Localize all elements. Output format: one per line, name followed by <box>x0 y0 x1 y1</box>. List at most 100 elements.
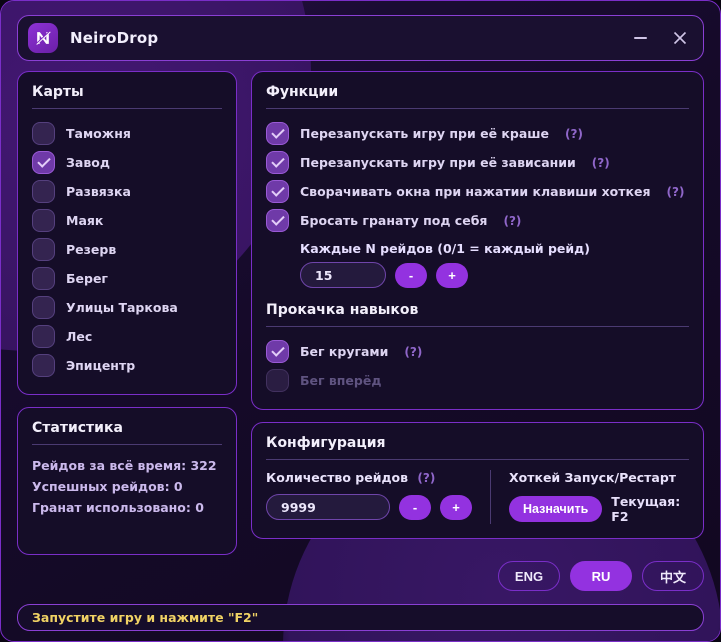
config-panel-title: Конфигурация <box>266 435 689 460</box>
status-bar: Запустите игру и нажмите "F2" <box>17 604 704 631</box>
stats-list: Рейдов за всё время: 322 Успешных рейдов:… <box>32 455 222 518</box>
function-item-1-label: Перезапускать игру при её зависании <box>300 155 576 170</box>
functions-panel: Функции Перезапускать игру при её краше (… <box>251 71 704 410</box>
skill-item-1-label: Бег вперёд <box>300 373 382 388</box>
functions-list: Перезапускать игру при её краше (?) Переза… <box>266 119 689 235</box>
raids-count-plus-button[interactable]: + <box>440 494 472 520</box>
map-item-3-label: Маяк <box>66 213 104 228</box>
map-item-1-label: Завод <box>66 155 110 170</box>
grenade-interval-input[interactable]: 15 <box>300 262 386 288</box>
grenade-interval-stepper: 15 - + <box>300 262 689 288</box>
raids-count-help-icon[interactable]: (?) <box>417 471 436 485</box>
maps-list: Таможня Завод Развязка Маяк Резерв Берег Улицы… <box>32 119 222 380</box>
map-item-0-label: Таможня <box>66 126 131 141</box>
raids-count-label: Количество рейдов (?) <box>266 470 472 485</box>
checkbox-unchecked-icon[interactable] <box>32 180 55 203</box>
function-item-0-help-icon[interactable]: (?) <box>565 126 583 141</box>
map-item-8-row[interactable]: Эпицентр <box>32 351 222 380</box>
grenade-interval-label: Каждые N рейдов (0/1 = каждый рейд) <box>300 241 590 256</box>
config-panel: Конфигурация Количество рейдов (?) 9999 … <box>251 422 704 539</box>
checkbox-unchecked-icon <box>266 369 289 392</box>
checkbox-checked-icon[interactable] <box>266 151 289 174</box>
raids-count-stepper: 9999 - + <box>266 494 472 520</box>
checkbox-unchecked-icon[interactable] <box>32 209 55 232</box>
status-message: Запустите игру и нажмите "F2" <box>32 610 259 625</box>
grenade-interval-minus-button[interactable]: - <box>395 262 427 288</box>
language-button-ru[interactable]: RU <box>570 561 632 591</box>
function-item-2-row[interactable]: Сворачивать окна при нажатии клавиши хот… <box>266 177 689 206</box>
map-item-0-row[interactable]: Таможня <box>32 119 222 148</box>
map-item-6-label: Улицы Таркова <box>66 300 178 315</box>
stat-line-1: Успешных рейдов: 0 <box>32 479 183 494</box>
app-title: NeiroDrop <box>70 29 159 47</box>
language-button-中文[interactable]: 中文 <box>642 561 704 591</box>
functions-panel-title: Функции <box>266 84 689 109</box>
function-item-3-help-icon[interactable]: (?) <box>503 213 522 228</box>
hotkey-label: Хоткей Запуск/Рестарт <box>509 470 677 485</box>
language-switcher: ENG RU 中文 <box>251 561 704 591</box>
function-item-0-row[interactable]: Перезапускать игру при её краше (?) <box>266 119 689 148</box>
function-item-2-label: Сворачивать окна при нажатии клавиши хот… <box>300 184 651 199</box>
raids-count-minus-button[interactable]: - <box>399 494 431 520</box>
minimize-icon[interactable] <box>623 22 657 54</box>
checkbox-unchecked-icon[interactable] <box>32 354 55 377</box>
content-columns: Карты Таможня Завод Развязка Маяк Резерв Бере… <box>17 71 704 591</box>
neiro-logo-icon <box>28 23 58 53</box>
raids-count-label-text: Количество рейдов <box>266 470 409 485</box>
checkbox-unchecked-icon[interactable] <box>32 296 55 319</box>
window-controls <box>623 22 697 54</box>
skill-item-0-help-icon[interactable]: (?) <box>404 344 423 359</box>
checkbox-checked-icon[interactable] <box>266 209 289 232</box>
skills-list: Бег кругами (?) Бег вперёд <box>266 337 689 395</box>
title-bar: NeiroDrop <box>17 15 704 61</box>
function-item-2-help-icon[interactable]: (?) <box>666 184 685 199</box>
skill-item-1-row: Бег вперёд <box>266 366 689 395</box>
checkbox-unchecked-icon[interactable] <box>32 267 55 290</box>
checkbox-unchecked-icon[interactable] <box>32 122 55 145</box>
skill-item-0-label: Бег кругами <box>300 344 389 359</box>
raids-count-input[interactable]: 9999 <box>266 494 390 520</box>
hotkey-config-group: Хоткей Запуск/Рестарт Назначить Текущая:… <box>491 470 689 524</box>
stat-line-0: Рейдов за всё время: 322 <box>32 458 217 473</box>
map-item-1-row[interactable]: Завод <box>32 148 222 177</box>
stat-line-2: Гранат использовано: 0 <box>32 500 204 515</box>
stats-panel: Статистика Рейдов за всё время: 322 Успеш… <box>17 407 237 555</box>
close-icon[interactable] <box>663 22 697 54</box>
stats-panel-title: Статистика <box>32 420 222 445</box>
map-item-4-label: Резерв <box>66 242 117 257</box>
map-item-5-label: Берег <box>66 271 108 286</box>
map-item-4-row[interactable]: Резерв <box>32 235 222 264</box>
map-item-5-row[interactable]: Берег <box>32 264 222 293</box>
raids-config-group: Количество рейдов (?) 9999 - + <box>266 470 491 524</box>
map-item-2-label: Развязка <box>66 184 131 199</box>
left-column: Карты Таможня Завод Развязка Маяк Резерв Бере… <box>17 71 237 591</box>
skills-panel-title: Прокачка навыков <box>266 302 689 327</box>
map-item-3-row[interactable]: Маяк <box>32 206 222 235</box>
checkbox-checked-icon[interactable] <box>266 180 289 203</box>
grenade-interval-plus-button[interactable]: + <box>436 262 468 288</box>
map-item-7-label: Лес <box>66 329 93 344</box>
maps-panel: Карты Таможня Завод Развязка Маяк Резерв Бере… <box>17 71 237 395</box>
maps-panel-title: Карты <box>32 84 222 109</box>
function-item-3-row[interactable]: Бросать гранату под себя (?) <box>266 206 689 235</box>
skill-item-0-row[interactable]: Бег кругами (?) <box>266 337 689 366</box>
checkbox-unchecked-icon[interactable] <box>32 325 55 348</box>
checkbox-unchecked-icon[interactable] <box>32 238 55 261</box>
function-item-3-label: Бросать гранату под себя <box>300 213 488 228</box>
map-item-7-row[interactable]: Лес <box>32 322 222 351</box>
checkbox-checked-icon[interactable] <box>266 122 289 145</box>
map-item-2-row[interactable]: Развязка <box>32 177 222 206</box>
right-column: Функции Перезапускать игру при её краше (… <box>251 71 704 591</box>
hotkey-controls: Назначить Текущая: F2 <box>509 494 689 524</box>
current-hotkey-value: Текущая: F2 <box>611 494 681 524</box>
assign-hotkey-button[interactable]: Назначить <box>509 496 603 522</box>
checkbox-checked-icon[interactable] <box>32 151 55 174</box>
language-button-eng[interactable]: ENG <box>498 561 560 591</box>
function-item-1-row[interactable]: Перезапускать игру при её зависании (?) <box>266 148 689 177</box>
map-item-8-label: Эпицентр <box>66 358 136 373</box>
function-item-0-label: Перезапускать игру при её краше <box>300 126 550 141</box>
map-item-6-row[interactable]: Улицы Таркова <box>32 293 222 322</box>
function-item-1-help-icon[interactable]: (?) <box>591 155 610 170</box>
checkbox-checked-icon[interactable] <box>266 340 289 363</box>
